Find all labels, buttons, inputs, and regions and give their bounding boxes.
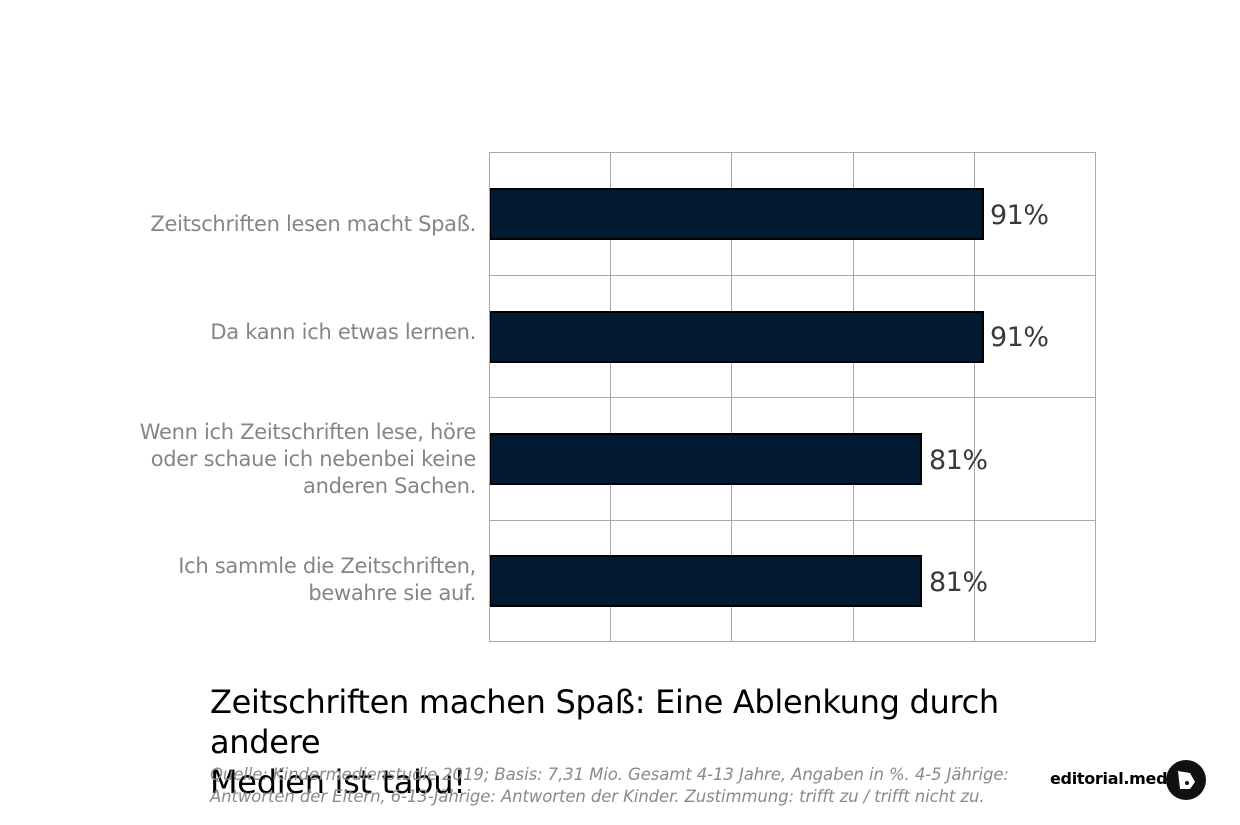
gridline-horizontal [490,275,1095,276]
value-label: 81% [929,445,988,476]
category-label-line: oder schaue ich nebenbei keine [150,447,477,471]
category-label-line: Zeitschriften lesen macht Spaß. [150,212,476,236]
bar-zeitschriften-lesen-macht-spass [490,188,984,240]
category-label-line: anderen Sachen. [303,474,476,498]
category-label: Wenn ich Zeitschriften lese, höre oder s… [139,419,477,500]
source-note-line: Quelle: Kindermedienstudie 2019; Basis: … [210,765,1009,784]
bar-keine-ablenkung [490,433,922,485]
chart-title-line: Zeitschriften machen Spaß: Eine Ablenkun… [210,683,999,761]
category-label-line: Wenn ich Zeitschriften lese, höre [139,420,477,444]
chart-title: Zeitschriften machen Spaß: Eine Ablenkun… [210,682,1110,802]
category-label: Da kann ich etwas lernen. [210,319,476,346]
chart-title-line: Medien ist tabu! [210,763,466,801]
category-label: Ich sammle die Zeitschriften, bewahre si… [178,553,476,607]
category-label-line: bewahre sie auf. [308,581,476,605]
source-note: Quelle: Kindermedienstudie 2019; Basis: … [210,764,1050,808]
category-label-line: Ich sammle die Zeitschriften, [178,554,476,578]
bar-da-kann-ich-etwas-lernen [490,311,984,363]
chart-plot-area: 91% 91% 81% 81% [489,152,1096,642]
value-label: 91% [990,200,1049,231]
bar-ich-sammle-zeitschriften [490,555,922,607]
editorial-media-logo-icon [1166,760,1206,800]
category-label-line: Da kann ich etwas lernen. [210,320,476,344]
value-label: 91% [990,322,1049,353]
gridline-horizontal [490,397,1095,398]
brand-name: editorial.media [1050,769,1183,788]
gridline-horizontal [490,520,1095,521]
source-note-line: Antworten der Eltern, 6-13-Jährige: Antw… [210,787,985,806]
category-label: Zeitschriften lesen macht Spaß. [150,211,476,238]
value-label: 81% [929,567,988,598]
